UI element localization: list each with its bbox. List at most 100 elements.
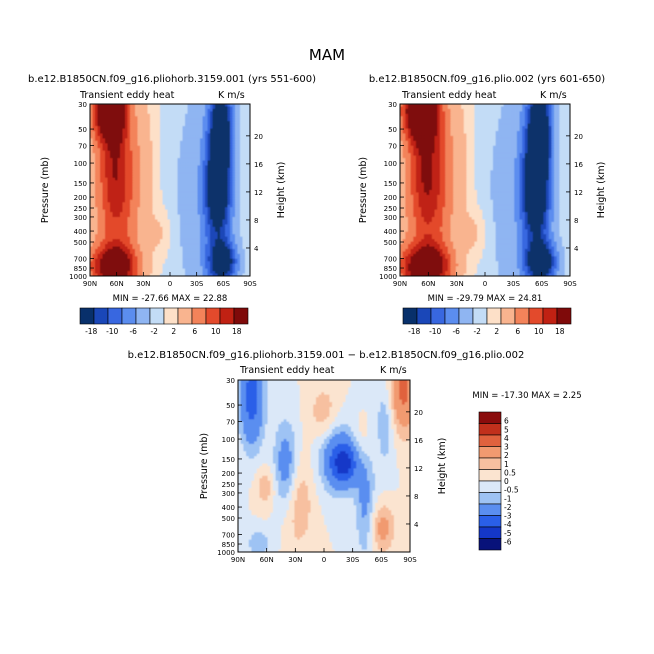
height-tick-label: 16 [574, 161, 583, 169]
pressure-tick-label: 500 [384, 239, 397, 247]
panel-3-height-axis: 4 8 12 16 20 [406, 409, 423, 529]
pressure-tick-label: 500 [74, 239, 87, 247]
panel-2-latitude-axis: 90N 60N 30N 0 30S 60S 90S [393, 272, 577, 288]
colorbar-swatch [478, 480, 502, 493]
panel-1-field [90, 104, 250, 276]
latitude-tick-label: 60S [375, 556, 389, 564]
colorbar-swatch [149, 307, 165, 325]
height-tick-label: 20 [254, 133, 263, 141]
latitude-tick-label: 60N [110, 280, 124, 288]
latitude-tick-label: 0 [483, 280, 487, 288]
height-tick-label: 12 [254, 189, 263, 197]
colorbar-label: -10 [429, 327, 441, 336]
colorbar-swatch [542, 307, 558, 325]
colorbar-label: 2 [504, 451, 509, 460]
panel-1: b.e12.B1850CN.f09_g16.pliohorb.3159.001 … [28, 74, 316, 336]
colorbar-swatch [219, 307, 235, 325]
colorbar-label: 0.5 [504, 468, 516, 477]
height-tick-label: 4 [414, 521, 419, 529]
colorbar-swatch [416, 307, 432, 325]
panel-3-title: b.e12.B1850CN.f09_g16.pliohorb.3159.001 … [128, 350, 525, 361]
panel-2: b.e12.B1850CN.f09_g16.plio.002 (yrs 601-… [358, 74, 607, 336]
pressure-tick-label: 250 [74, 205, 87, 213]
latitude-tick-label: 30N [450, 280, 464, 288]
colorbar-label: -6 [129, 327, 137, 336]
latitude-tick-label: 60N [260, 556, 274, 564]
latitude-tick-label: 60N [421, 280, 435, 288]
colorbar-swatch [478, 526, 502, 539]
latitude-tick-label: 90S [243, 280, 257, 288]
latitude-tick-label: 30S [346, 556, 360, 564]
pressure-tick-label: 200 [74, 194, 87, 202]
height-tick-label: 4 [574, 245, 579, 253]
latitude-tick-label: 90N [231, 556, 245, 564]
colorbar-swatch [478, 411, 502, 424]
colorbar-swatch [486, 307, 502, 325]
pressure-tick-label: 850 [222, 541, 235, 549]
pressure-tick-label: 150 [384, 180, 397, 188]
panel-2-colorbar: -18 -10 -6 -2 2 6 10 18 [402, 307, 572, 336]
colorbar-swatch [163, 307, 179, 325]
colorbar-swatch [135, 307, 151, 325]
pressure-tick-label: 70 [226, 419, 235, 427]
height-tick-label: 16 [414, 437, 423, 445]
colorbar-label: -18 [408, 327, 420, 336]
panel-1-units: K m/s [218, 90, 245, 101]
colorbar-label: -6 [504, 537, 512, 546]
colorbar-label: -5 [504, 529, 512, 538]
panel-3-field [238, 380, 410, 552]
colorbar-swatch [478, 515, 502, 528]
latitude-tick-label: 90N [393, 280, 407, 288]
colorbar-swatch [478, 446, 502, 459]
colorbar-label: 3 [504, 443, 509, 452]
panel-1-height-axis: 4 8 12 16 20 [246, 133, 263, 253]
colorbar-label: 10 [534, 327, 544, 336]
height-tick-label: 12 [574, 189, 583, 197]
height-tick-label: 20 [574, 133, 583, 141]
pressure-tick-label: 250 [222, 481, 235, 489]
panel-1-colorbar: -18 -10 -6 -2 2 6 10 18 [79, 307, 249, 336]
colorbar-label: 10 [211, 327, 221, 336]
panel-3-subtitle-left: Transient eddy heat [239, 365, 335, 376]
colorbar-label: -18 [85, 327, 97, 336]
latitude-tick-label: 90S [403, 556, 417, 564]
panel-1-ylabel-right: Height (km) [276, 162, 287, 219]
pressure-tick-label: 400 [384, 228, 397, 236]
pressure-tick-label: 100 [384, 160, 397, 168]
panel-1-subtitle-left: Transient eddy heat [79, 90, 175, 101]
latitude-tick-label: 60S [217, 280, 231, 288]
colorbar-swatch [478, 492, 502, 505]
pressure-tick-label: 700 [74, 256, 87, 264]
pressure-tick-label: 300 [222, 490, 235, 498]
colorbar-swatch [402, 307, 418, 325]
pressure-tick-label: 50 [78, 126, 87, 134]
colorbar-swatch [478, 434, 502, 447]
panel-2-height-axis: 4 8 12 16 20 [566, 133, 583, 253]
colorbar-swatch [478, 538, 502, 551]
colorbar-label: 18 [232, 327, 242, 336]
panel-1-latitude-axis: 90N 60N 30N 0 30S 60S 90S [83, 272, 257, 288]
pressure-tick-label: 400 [74, 228, 87, 236]
colorbar-label: 1 [504, 460, 509, 469]
latitude-tick-label: 30S [507, 280, 521, 288]
pressure-tick-label: 300 [74, 214, 87, 222]
panel-2-field [400, 104, 570, 276]
panel-2-subtitle-left: Transient eddy heat [401, 90, 497, 101]
height-tick-label: 12 [414, 465, 423, 473]
pressure-tick-label: 100 [74, 160, 87, 168]
latitude-tick-label: 30N [288, 556, 302, 564]
colorbar-swatch [191, 307, 207, 325]
colorbar-label: -3 [504, 512, 512, 521]
colorbar-label: -1 [504, 494, 512, 503]
height-tick-label: 16 [254, 161, 263, 169]
colorbar-label: 6 [515, 327, 520, 336]
colorbar-label: -4 [504, 520, 512, 529]
colorbar-swatch [478, 469, 502, 482]
colorbar-label: 2 [494, 327, 499, 336]
pressure-tick-label: 30 [78, 101, 87, 109]
